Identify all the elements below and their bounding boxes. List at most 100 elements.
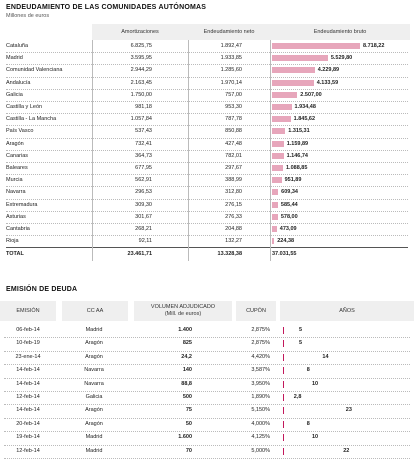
issue-volume: 1.600 — [178, 434, 192, 441]
row-divider — [4, 457, 410, 459]
issue-region: Aragón — [85, 353, 103, 360]
neto-value: 132,27 — [225, 238, 242, 245]
col-ccaa: CC AA — [62, 301, 128, 321]
region-name: Rioja — [6, 238, 19, 245]
neto-value: 1.892,47 — [220, 43, 242, 49]
issue-region: Navarra — [84, 380, 104, 387]
region-name: Comunidad Valenciana — [6, 67, 63, 74]
total-rule — [6, 247, 408, 249]
debt-row: Castilla y León 981,18 953,30 1.934,48 — [0, 101, 414, 115]
issue-region: Madrid — [85, 327, 103, 333]
region-name: Asturias — [6, 213, 26, 220]
bruto-bar — [272, 116, 291, 123]
bruto-bar — [272, 213, 278, 220]
row-divider — [4, 417, 410, 419]
amortizaciones-value: 301,67 — [135, 213, 152, 220]
issue-table-header: EMISIÓN CC AA VOLUMEN ADJUDICADO (Mill. … — [0, 301, 414, 321]
bruto-bar — [272, 140, 284, 147]
issue-region: Aragón — [85, 340, 103, 347]
column-divider — [92, 40, 93, 262]
issue-date: 20-feb-14 — [16, 420, 40, 427]
bruto-value: 1.159,89 — [286, 140, 309, 147]
issue-volume: 140 — [182, 367, 192, 374]
neto-value: 953,30 — [225, 104, 242, 110]
issue-coupon: 2,875% — [251, 340, 270, 347]
col-volumen-units: (Mill. de euros) — [164, 311, 202, 317]
debt-row: País Vasco 537,43 850,88 1.315,31 — [0, 125, 414, 139]
neto-value: 427,48 — [225, 140, 242, 147]
row-divider — [4, 350, 410, 352]
col-emision: EMISIÓN — [0, 301, 56, 321]
issue-region: Madrid — [85, 447, 103, 454]
debt-row: Aragón 732,41 427,48 1.159,89 — [0, 138, 414, 151]
row-divider — [6, 198, 408, 200]
debt-row: Rioja 92,11 132,27 224,38 — [0, 235, 414, 249]
debt-row: Galicia 1.750,00 757,00 2.507,00 — [0, 89, 414, 102]
issue-date: 14-feb-14 — [16, 407, 40, 414]
region-name: Canarias — [6, 152, 29, 159]
debt-row: Andalucía 2.163,45 1.970,14 4.133,59 — [0, 77, 414, 90]
neto-value: 782,01 — [225, 152, 242, 159]
row-divider — [6, 113, 408, 115]
row-divider — [6, 186, 408, 188]
row-divider — [4, 390, 410, 392]
neto-value: 1.970,14 — [220, 79, 242, 86]
row-divider — [6, 88, 408, 90]
issue-coupon: 5,000% — [251, 447, 270, 454]
debt-row: Extremadura 309,30 276,15 585,44 — [0, 199, 414, 212]
years-value: 5 — [299, 327, 303, 333]
bruto-value: 8.718,22 — [363, 43, 385, 49]
row-divider — [6, 137, 408, 139]
debt-section-title: ENDEUDAMIENTO DE LAS COMUNIDADES AUTÓNOM… — [6, 4, 207, 11]
amortizaciones-value: 1.750,00 — [130, 91, 152, 98]
row-divider — [4, 337, 410, 339]
bruto-value: 5.529,80 — [330, 55, 353, 62]
region-name: Aragón — [6, 140, 24, 147]
debt-row: Madrid 3.595,95 1.933,85 5.529,80 — [0, 52, 414, 66]
issue-date: 12-feb-14 — [16, 447, 40, 454]
col-anos: AÑOS — [280, 301, 414, 321]
row-divider — [6, 76, 408, 78]
issue-row: 14-feb-14 Navarra 140 3,587% 8 — [0, 364, 414, 379]
debt-row: Castilla - La Mancha 1.057,84 787,78 1.845,… — [0, 113, 414, 127]
column-divider — [270, 40, 271, 262]
row-divider — [4, 431, 410, 433]
region-name: Andalucía — [6, 79, 31, 86]
year-tick — [283, 407, 285, 415]
amortizaciones-value: 268,21 — [135, 226, 152, 232]
bruto-bar — [272, 55, 328, 62]
region-name: País Vasco — [6, 128, 34, 135]
neto-value: 204,88 — [225, 226, 242, 232]
years-value: 23 — [345, 407, 352, 414]
neto-value: 850,88 — [225, 128, 242, 135]
debt-row: Murcia 562,91 388,99 951,89 — [0, 174, 414, 188]
bruto-bar — [272, 79, 314, 86]
issue-row: 19-feb-14 Madrid 1.600 4,125% 10 — [0, 431, 414, 446]
amortizaciones-value: 2.163,45 — [130, 79, 152, 86]
issue-row: 20-feb-14 Aragón 50 4,000% 8 — [0, 418, 414, 433]
amortizaciones-value: 562,91 — [135, 177, 152, 184]
year-tick — [283, 353, 285, 361]
years-value: 10 — [312, 434, 319, 441]
bruto-bar — [272, 189, 279, 196]
debt-row: Navarra 296,53 312,80 609,34 — [0, 186, 414, 200]
bruto-value: 2.507,00 — [300, 91, 322, 98]
amortizaciones-value: 296,53 — [135, 189, 152, 196]
row-divider — [6, 149, 408, 151]
year-tick — [283, 380, 285, 388]
region-name: Extremadura — [6, 201, 38, 208]
issue-row: 23-ene-14 Aragón 24,2 4,420% 14 — [0, 351, 414, 366]
amortizaciones-value: 981,18 — [135, 104, 152, 110]
neto-value: 1.285,60 — [220, 67, 242, 74]
neto-value: 388,99 — [225, 177, 242, 184]
total-amortizaciones: 23.461,71 — [127, 251, 152, 258]
row-divider — [6, 52, 408, 54]
amortizaciones-value: 2.944,29 — [130, 67, 152, 74]
row-divider — [4, 377, 410, 379]
issue-coupon: 3,950% — [251, 380, 270, 387]
neto-value: 297,67 — [225, 165, 242, 171]
bruto-value: 578,00 — [280, 213, 298, 220]
issue-region: Aragón — [85, 407, 103, 414]
debt-row: Baleares 677,95 297,67 1.088,85 — [0, 162, 414, 176]
debt-row: Comunidad Valenciana 2.944,29 1.285,60 4.22… — [0, 64, 414, 78]
